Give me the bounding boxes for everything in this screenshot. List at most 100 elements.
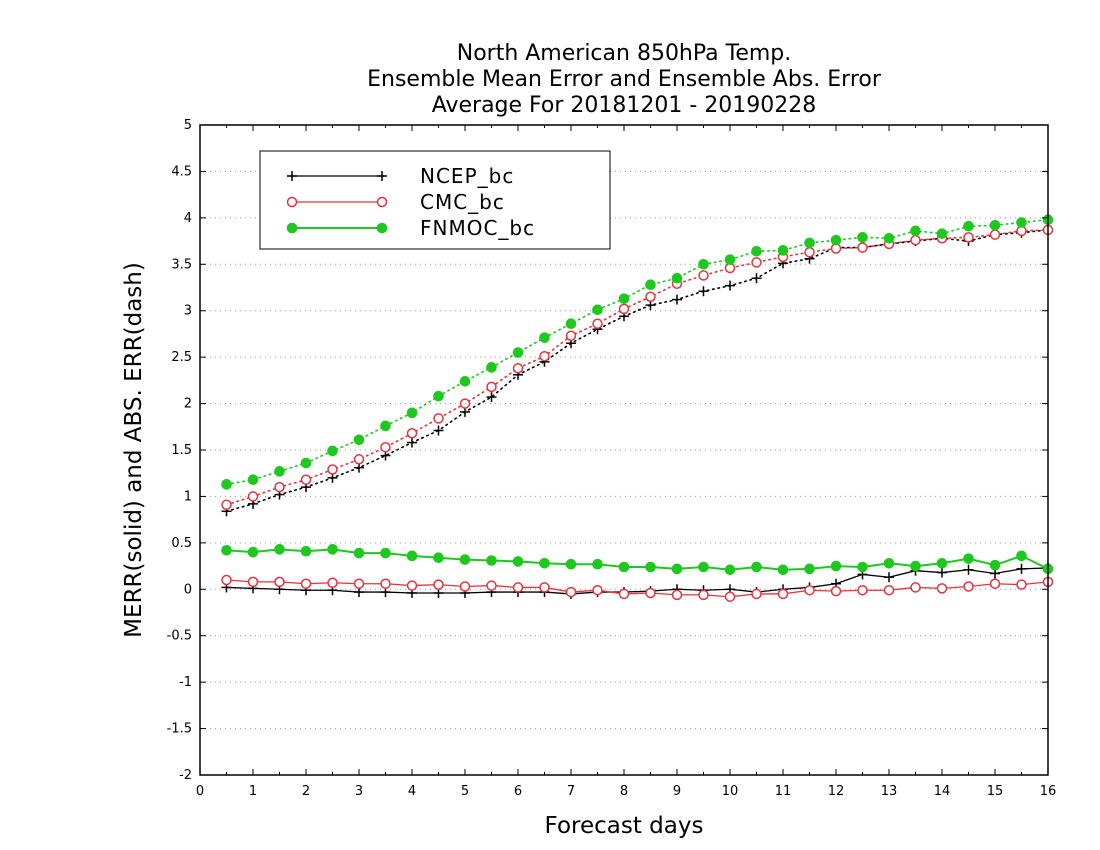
- data-point-merr: [883, 557, 895, 569]
- data-point-merr: [698, 589, 709, 601]
- data-point-merr: [963, 581, 974, 592]
- data-point-merr: [963, 553, 974, 564]
- y-tick-label: 2.5: [171, 350, 192, 365]
- data-point-abs: [486, 381, 497, 393]
- legend-label: CMC_bc: [420, 190, 505, 214]
- data-point-abs: [724, 254, 736, 265]
- data-point-merr: [353, 578, 365, 589]
- data-point-merr: [936, 557, 948, 569]
- data-point-merr: [459, 581, 471, 592]
- data-point-abs: [989, 219, 1001, 231]
- data-point-abs: [327, 445, 338, 457]
- data-point-abs: [433, 425, 444, 436]
- data-point-abs: [804, 237, 815, 249]
- data-point-merr: [247, 546, 259, 558]
- data-point-abs: [406, 428, 418, 439]
- data-point-abs: [751, 257, 762, 268]
- series-CMC_bc: [221, 224, 1054, 602]
- data-point-abs: [353, 454, 365, 465]
- data-point-merr: [883, 584, 895, 596]
- data-point-merr: [989, 559, 1001, 571]
- y-tick-label: -2: [179, 768, 192, 783]
- data-point-abs: [645, 291, 656, 303]
- data-point-abs: [406, 407, 418, 419]
- data-point-abs: [592, 304, 603, 316]
- x-axis-label: Forecast days: [545, 813, 704, 839]
- data-point-abs: [672, 294, 682, 305]
- legend-label: FNMOC_bc: [420, 216, 535, 240]
- data-point-merr: [247, 576, 259, 588]
- data-point-merr: [592, 584, 603, 596]
- data-point-merr: [910, 560, 921, 572]
- y-axis-label: MERR(solid) and ABS. ERR(dash): [121, 262, 147, 638]
- data-point-abs: [300, 457, 312, 469]
- data-point-merr: [724, 591, 736, 602]
- data-point-abs: [380, 441, 391, 453]
- series-line-abs-NCEP_bc: [225, 229, 1049, 513]
- data-point-abs: [777, 245, 789, 256]
- data-point-abs: [512, 347, 524, 358]
- x-tick-label: 8: [620, 784, 628, 799]
- data-point-merr: [327, 577, 338, 589]
- y-tick-label: 5: [184, 118, 192, 133]
- data-point-merr: [989, 578, 1001, 589]
- data-point-abs: [380, 420, 391, 432]
- data-point-abs: [353, 434, 365, 446]
- data-point-merr: [565, 558, 577, 570]
- data-point-merr: [724, 564, 736, 576]
- series-layer: [221, 214, 1054, 602]
- x-tick-label: 7: [567, 784, 575, 799]
- series-FNMOC_bc: [221, 214, 1054, 576]
- data-point-merr: [645, 561, 656, 573]
- data-point-abs: [671, 272, 683, 284]
- axis-ticks: 0 1 2 3 4 5 6 7 8 9 10 11 12 13 14 15 16-2-1.5-1-0.500.5…: [167, 118, 1057, 799]
- data-point-abs: [407, 437, 417, 448]
- data-point-merr: [380, 547, 391, 559]
- data-point-abs: [459, 375, 471, 387]
- data-point-merr: [592, 558, 603, 570]
- data-point-abs: [618, 293, 630, 304]
- series-line-abs-FNMOC_bc: [225, 218, 1049, 486]
- x-tick-label: 14: [934, 784, 951, 799]
- data-point-abs: [512, 363, 524, 374]
- data-point-abs: [300, 474, 312, 485]
- x-tick-label: 12: [828, 784, 845, 799]
- data-point-merr: [433, 552, 444, 564]
- data-point-abs: [565, 330, 577, 342]
- data-point-abs: [725, 280, 735, 291]
- x-tick-label: 1: [249, 784, 257, 799]
- data-point-abs: [221, 479, 232, 490]
- x-tick-label: 11: [775, 784, 792, 799]
- data-point-merr: [300, 578, 312, 589]
- y-tick-label: 3.5: [171, 257, 192, 272]
- x-tick-label: 13: [881, 784, 898, 799]
- data-point-abs: [565, 318, 577, 330]
- y-tick-label: 3: [184, 304, 192, 319]
- data-point-abs: [989, 229, 1001, 240]
- x-tick-label: 0: [196, 784, 204, 799]
- series-line-abs-CMC_bc: [225, 229, 1049, 506]
- x-tick-label: 4: [408, 784, 416, 799]
- data-point-merr: [751, 588, 762, 600]
- legend-marker: [376, 222, 388, 234]
- y-tick-label: -1: [179, 675, 192, 690]
- data-point-abs: [459, 398, 471, 409]
- data-point-merr: [910, 582, 921, 593]
- data-point-abs: [274, 466, 285, 477]
- series-NCEP_bc: [221, 224, 1053, 599]
- data-point-abs: [698, 286, 709, 297]
- data-point-merr: [671, 563, 683, 575]
- data-point-merr: [618, 561, 630, 573]
- data-point-merr: [353, 547, 365, 559]
- data-point-merr: [830, 585, 842, 597]
- data-point-merr: [698, 561, 709, 573]
- x-tick-label: 3: [355, 784, 363, 799]
- y-tick-label: 4.5: [171, 164, 192, 179]
- data-point-abs: [910, 234, 921, 246]
- legend-marker: [376, 196, 388, 208]
- data-point-merr: [512, 582, 524, 593]
- data-point-abs: [857, 232, 868, 243]
- data-point-merr: [300, 545, 312, 557]
- legend-box: [259, 150, 611, 250]
- data-point-abs: [698, 270, 709, 281]
